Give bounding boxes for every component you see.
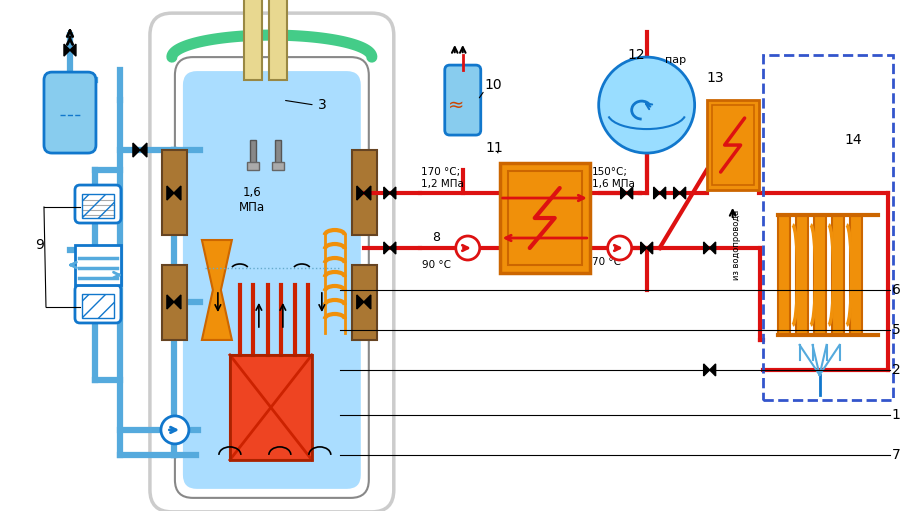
Bar [274, 140, 281, 165]
Bar [247, 162, 259, 170]
Bar [500, 163, 590, 273]
Text: 1: 1 [892, 408, 900, 422]
Bar [352, 150, 377, 235]
FancyBboxPatch shape [183, 71, 361, 489]
Bar [352, 265, 377, 340]
Polygon shape [64, 44, 76, 56]
Text: пар: пар [665, 55, 686, 65]
Bar [244, 0, 262, 80]
Text: 2: 2 [892, 363, 900, 377]
Text: 170 °С;
1,2 МПа: 170 °С; 1,2 МПа [421, 167, 464, 189]
Circle shape [455, 236, 480, 260]
Bar [82, 194, 114, 218]
Bar [269, 0, 287, 80]
Bar [250, 140, 256, 165]
Circle shape [161, 416, 189, 444]
Text: 5: 5 [892, 323, 900, 337]
Text: 6: 6 [892, 283, 900, 297]
Polygon shape [704, 242, 716, 254]
Text: 10: 10 [485, 78, 502, 92]
Text: из водопровода: из водопровода [732, 210, 741, 280]
Polygon shape [383, 242, 396, 254]
Bar [272, 162, 284, 170]
Polygon shape [621, 187, 633, 199]
Bar [230, 355, 311, 460]
Bar [160, 40, 385, 490]
Bar [850, 215, 861, 335]
Text: 12: 12 [628, 48, 645, 62]
Polygon shape [133, 143, 147, 157]
Polygon shape [356, 186, 371, 200]
Text: 14: 14 [844, 133, 862, 147]
Text: 9: 9 [35, 238, 44, 252]
Text: 90 °С: 90 °С [422, 260, 451, 270]
Text: 11: 11 [486, 141, 504, 155]
Text: 3: 3 [318, 98, 327, 112]
Bar [778, 215, 789, 335]
Polygon shape [202, 240, 232, 340]
Text: 8: 8 [432, 230, 440, 244]
Bar [82, 294, 114, 318]
FancyBboxPatch shape [44, 72, 96, 153]
Text: 1,6
МПа: 1,6 МПа [238, 186, 265, 214]
Text: 13: 13 [706, 71, 724, 85]
Bar [162, 150, 187, 235]
Circle shape [598, 57, 695, 153]
Bar [508, 171, 581, 265]
Bar [762, 55, 893, 400]
Text: ≈: ≈ [447, 96, 464, 114]
Polygon shape [383, 187, 396, 199]
Bar [230, 355, 311, 460]
Polygon shape [166, 295, 181, 309]
Bar [75, 245, 121, 285]
Polygon shape [653, 187, 666, 199]
FancyBboxPatch shape [175, 57, 369, 498]
Polygon shape [674, 187, 686, 199]
Text: 7: 7 [892, 448, 900, 462]
Bar [814, 215, 825, 335]
Polygon shape [641, 242, 652, 254]
Polygon shape [166, 186, 181, 200]
Text: 70 °С: 70 °С [591, 257, 621, 267]
Polygon shape [704, 364, 716, 376]
FancyBboxPatch shape [75, 285, 121, 323]
Text: 150°С;
1,6 МПа: 150°С; 1,6 МПа [591, 167, 634, 189]
FancyBboxPatch shape [445, 65, 481, 135]
Bar [712, 105, 753, 185]
Circle shape [608, 236, 632, 260]
Bar [162, 265, 187, 340]
Bar [832, 215, 843, 335]
FancyBboxPatch shape [75, 185, 121, 223]
Bar [706, 100, 759, 190]
FancyBboxPatch shape [150, 13, 394, 511]
Polygon shape [356, 295, 371, 309]
Bar [796, 215, 807, 335]
